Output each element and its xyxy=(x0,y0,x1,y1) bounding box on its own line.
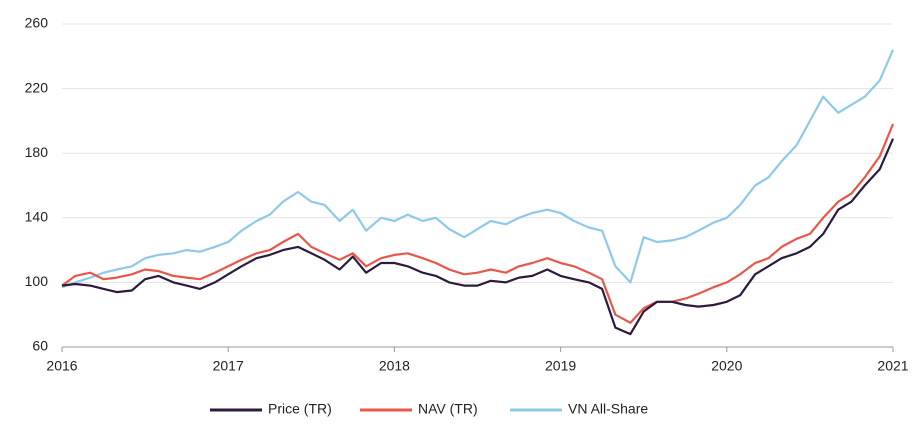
y-tick-label: 180 xyxy=(25,144,49,160)
y-tick-label: 220 xyxy=(25,79,49,95)
legend-label: Price (TR) xyxy=(268,401,332,417)
series-line xyxy=(61,123,895,324)
x-tick-label: 2021 xyxy=(877,358,908,374)
y-tick-label: 100 xyxy=(25,273,49,289)
legend-label: VN All-Share xyxy=(568,401,648,417)
x-tick-label: 2016 xyxy=(46,358,77,374)
x-tick-label: 2018 xyxy=(379,358,410,374)
legend-label: NAV (TR) xyxy=(418,401,478,417)
x-tick-label: 2020 xyxy=(711,358,742,374)
y-tick-label: 140 xyxy=(25,209,49,225)
x-tick-label: 2017 xyxy=(213,358,244,374)
series-line xyxy=(61,138,895,336)
series-line xyxy=(61,49,895,289)
y-tick-label: 260 xyxy=(25,15,49,31)
x-tick-label: 2019 xyxy=(545,358,576,374)
y-tick-label: 60 xyxy=(32,338,48,354)
